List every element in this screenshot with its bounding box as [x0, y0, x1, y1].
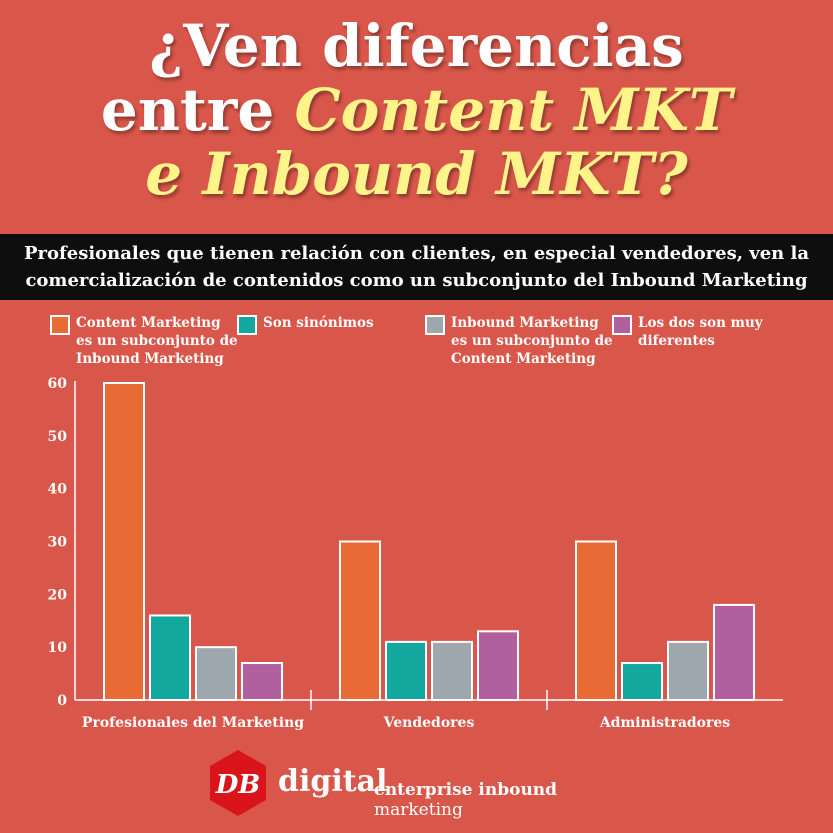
legend-label-line: Son sinónimos [263, 315, 374, 331]
y-tick-label: 30 [48, 535, 68, 551]
x-tick-label: Administradores [599, 715, 730, 731]
legend-swatch [50, 315, 70, 335]
title-line-3: e Inbound MKT? [145, 140, 688, 208]
legend-label-line: es un subconjunto de [76, 333, 238, 349]
bar [713, 603, 755, 702]
tagline-bold: enterprise inbound [374, 780, 558, 800]
y-tick-label: 10 [48, 640, 68, 656]
bar [431, 640, 473, 702]
legend-label-line: es un subconjunto de [451, 333, 613, 349]
y-tick-label: 20 [48, 587, 68, 603]
legend-label: Inbound Marketing es un subconjunto de C… [451, 314, 613, 368]
bar [195, 646, 237, 702]
tagline: enterprise inbound marketing [374, 780, 628, 820]
legend-label-line: diferentes [638, 333, 715, 349]
tagline-rest: marketing [374, 800, 463, 820]
bar [575, 540, 617, 701]
legend-swatch [612, 315, 632, 335]
y-tick-label: 50 [48, 429, 68, 445]
y-tick-label: 60 [48, 376, 68, 392]
bar [477, 630, 519, 701]
legend-label-line: Inbound Marketing [76, 351, 224, 367]
db-logo-icon: DB [210, 750, 266, 816]
subtitle-line-1: Profesionales que tienen relación con cl… [23, 243, 810, 264]
title-line-2-highlight: Content MKT [294, 76, 733, 144]
bar [149, 614, 191, 702]
bar [241, 662, 283, 701]
main-title: ¿Ven diferencias entre Content MKT e Inb… [0, 14, 833, 206]
bar [667, 640, 709, 702]
title-line-1: ¿Ven diferencias [149, 12, 684, 80]
bar [385, 640, 427, 702]
legend-item-very-different: Los dos son muy diferentes [612, 314, 763, 350]
legend-item-content-subset: Content Marketing es un subconjunto de I… [50, 314, 238, 368]
legend-label-line: Los dos son muy [638, 315, 763, 331]
legend-label-line: Content Marketing [76, 315, 221, 331]
x-tick-label: Vendedores [383, 715, 475, 731]
legend-item-synonyms: Son sinónimos [237, 314, 374, 335]
logo-letters: DB [215, 770, 261, 800]
title-line-2: entre Content MKT [0, 78, 833, 142]
bar [621, 662, 663, 701]
legend-swatch [425, 315, 445, 335]
legend-label-line: Content Marketing [451, 351, 596, 367]
legend-item-inbound-subset: Inbound Marketing es un subconjunto de C… [425, 314, 613, 368]
y-tick-label: 40 [48, 482, 68, 498]
footer-brand: DB digital enterprise inbound marketing [208, 750, 628, 820]
legend-swatch [237, 315, 257, 335]
legend-label: Content Marketing es un subconjunto de I… [76, 314, 238, 368]
subtitle-text: Profesionales que tienen relación con cl… [10, 240, 823, 294]
x-tick-label: Profesionales del Marketing [82, 715, 304, 731]
subtitle-banner: Profesionales que tienen relación con cl… [0, 234, 833, 300]
subtitle-line-2: comercialización de contenidos como un s… [25, 270, 808, 291]
bar [103, 382, 145, 701]
legend-label-line: Inbound Marketing [451, 315, 599, 331]
title-line-2-plain: entre [100, 76, 295, 144]
legend-label: Los dos son muy diferentes [638, 314, 763, 350]
logo-word: digital [278, 764, 388, 799]
bar [339, 540, 381, 701]
y-tick-label: 0 [57, 693, 67, 709]
legend-label: Son sinónimos [263, 314, 374, 332]
